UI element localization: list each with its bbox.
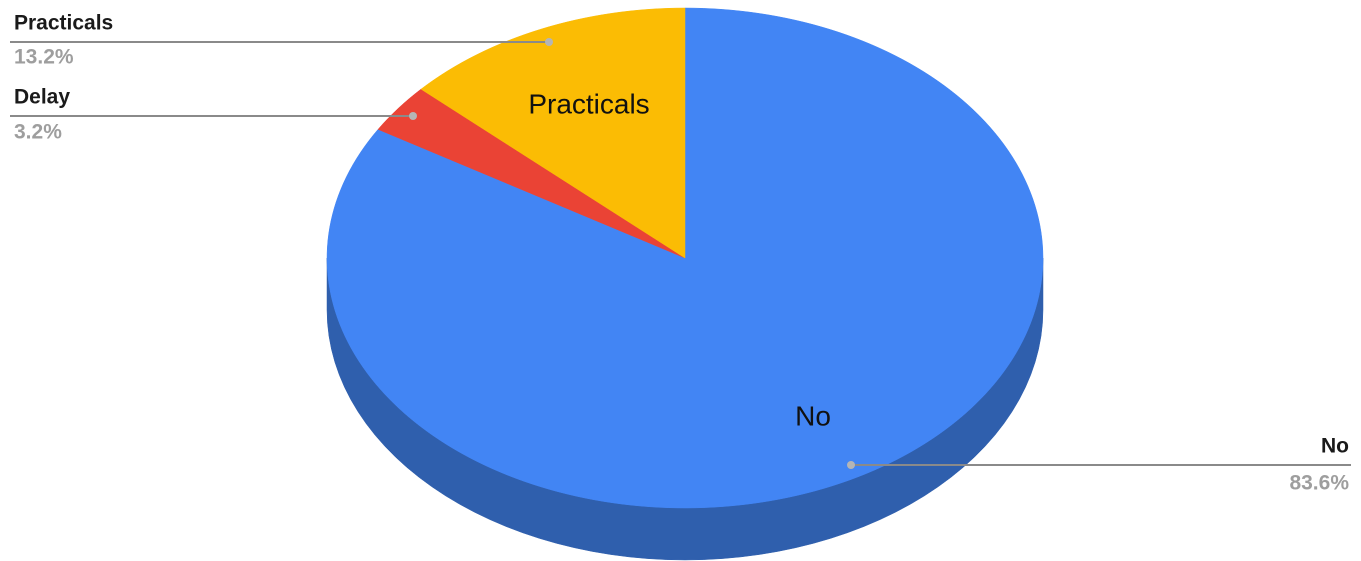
callout-label-delay: Delay — [14, 86, 70, 109]
callout-label-practicals: Practicals — [14, 12, 113, 35]
leader-dot-delay — [409, 112, 417, 120]
inner-label-practicals: Practicals — [528, 88, 649, 119]
inner-label-no: No — [795, 400, 831, 431]
leader-dot-practicals — [545, 38, 553, 46]
pie-top-layer — [327, 8, 1043, 508]
callout-percent-practicals: 13.2% — [14, 46, 74, 69]
callout-percent-no: 83.6% — [1289, 472, 1349, 495]
callout-percent-delay: 3.2% — [14, 121, 62, 144]
leader-dot-no — [847, 461, 855, 469]
callout-label-no: No — [1321, 435, 1349, 458]
